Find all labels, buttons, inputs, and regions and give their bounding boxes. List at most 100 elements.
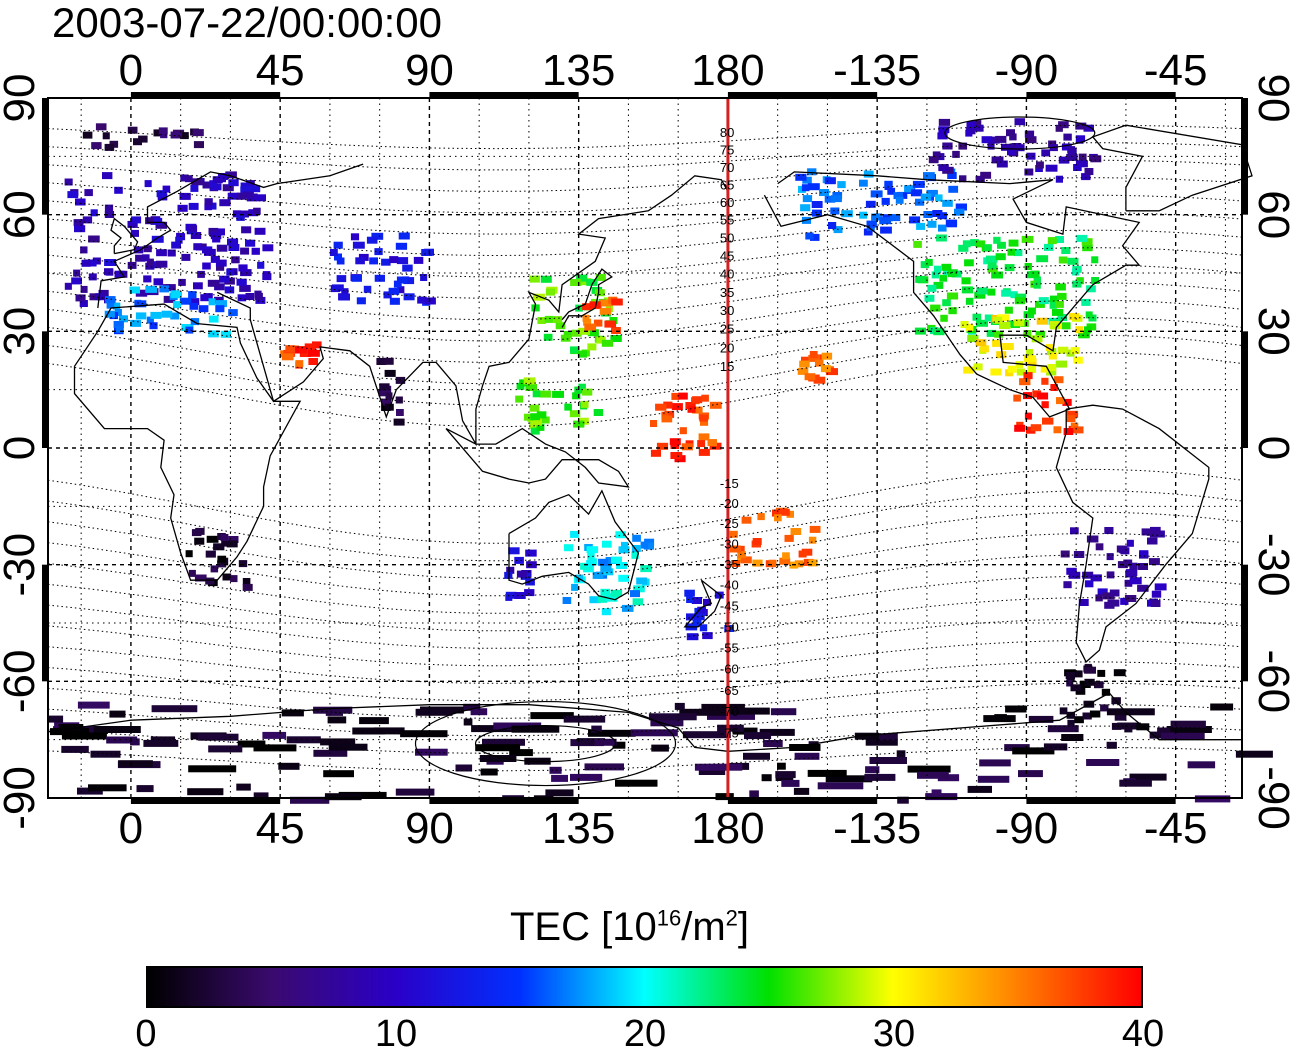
tec-cell <box>240 247 250 255</box>
frame-bar <box>429 92 579 98</box>
tec-cell <box>219 199 231 207</box>
tec-cell <box>749 790 759 798</box>
tec-cell <box>115 325 123 333</box>
tec-cell <box>723 707 770 715</box>
tec-cell <box>135 254 146 262</box>
colorbar-tick: 10 <box>374 1013 418 1055</box>
tec-cell <box>1041 377 1049 385</box>
tec-cell <box>995 253 1006 261</box>
tec-cell <box>1210 703 1234 711</box>
tec-cell <box>130 319 141 327</box>
tec-cell <box>514 592 526 599</box>
tec-cell <box>1050 295 1059 303</box>
tec-cell <box>379 383 390 391</box>
mlat-contour <box>47 124 1243 150</box>
tec-cell <box>127 261 137 269</box>
tec-cell <box>142 254 150 262</box>
tec-cell <box>995 135 1007 143</box>
tec-cell <box>109 710 126 718</box>
tec-cell <box>102 132 110 140</box>
tec-cell <box>808 536 817 544</box>
tec-cell <box>976 287 988 295</box>
south-america-coastline <box>1055 404 1210 663</box>
tec-cell <box>650 449 661 457</box>
tec-cell <box>687 405 696 413</box>
tec-cell <box>1137 584 1149 592</box>
tec-cell <box>383 291 392 299</box>
tec-cell <box>238 264 248 272</box>
tec-cell <box>1060 550 1070 558</box>
tec-cell <box>88 235 100 243</box>
tec-cell <box>599 299 612 307</box>
tec-cell <box>1070 527 1079 535</box>
tec-cell <box>1055 283 1066 291</box>
colorbar-tick: 0 <box>135 1013 157 1055</box>
tec-cell <box>530 418 542 426</box>
tec-cell <box>920 261 930 269</box>
tec-cell <box>1050 322 1060 330</box>
tec-cell <box>936 234 947 242</box>
tec-cell <box>618 546 630 554</box>
tec-cell <box>1036 317 1048 325</box>
tec-cell <box>893 192 903 200</box>
left-lat-label: -90 <box>0 766 44 830</box>
asia-coastline <box>216 175 729 447</box>
tec-cell <box>1075 160 1088 168</box>
tec-cell <box>204 198 213 206</box>
tec-cell <box>1045 164 1058 172</box>
tec-cell <box>114 270 125 278</box>
tec-cell <box>77 701 110 709</box>
tec-cell <box>1066 410 1079 418</box>
tec-cell <box>243 191 254 199</box>
tec-cell <box>389 256 399 264</box>
tec-cell <box>741 516 752 524</box>
tec-cell <box>916 222 925 230</box>
tec-cell <box>549 766 562 774</box>
tec-cell <box>992 316 1003 324</box>
tec-cell <box>64 282 72 290</box>
bottom-lon-label: -135 <box>833 804 921 853</box>
tec-cell <box>104 211 115 218</box>
tec-cell <box>593 319 603 327</box>
tec-cell <box>536 423 545 431</box>
tec-cell <box>709 401 722 409</box>
tec-cell <box>262 273 272 281</box>
tec-cell <box>933 281 944 289</box>
bottom-lon-label: 180 <box>691 804 764 853</box>
tec-cell <box>913 240 922 248</box>
antarctica-coastline <box>47 692 1242 752</box>
tec-cell <box>1004 264 1015 272</box>
tec-cell <box>278 762 300 770</box>
tec-cell <box>932 151 941 159</box>
tec-cell <box>253 792 269 800</box>
tec-cell <box>1035 300 1045 308</box>
tec-cell <box>927 284 937 292</box>
tec-cell <box>997 314 1009 322</box>
tec-cell <box>821 352 833 360</box>
top-lon-label: 90 <box>405 46 454 95</box>
tec-cell <box>1004 306 1013 314</box>
tec-cell <box>691 597 702 604</box>
tec-cell <box>388 287 400 295</box>
mlat-contour <box>47 142 1243 171</box>
tec-cell <box>228 244 240 251</box>
tec-cell <box>1055 360 1068 368</box>
tec-cell <box>643 542 654 550</box>
tec-cell <box>880 226 892 234</box>
tec-cell <box>530 712 574 720</box>
tec-cell <box>1083 124 1094 132</box>
tec-cell <box>797 367 809 375</box>
tec-cell <box>1120 597 1129 605</box>
tec-cell <box>251 247 260 255</box>
tec-cell <box>1005 705 1027 713</box>
tec-cell <box>237 740 266 748</box>
tec-cell <box>95 293 105 301</box>
tec-cell <box>112 302 121 310</box>
tec-cell <box>114 309 122 316</box>
tec-cell <box>809 525 821 533</box>
tec-cell <box>907 765 951 773</box>
colorbar-label-close: ] <box>737 905 750 949</box>
tec-cell <box>179 297 192 305</box>
tec-cell <box>251 185 261 193</box>
tec-cell <box>1019 378 1031 386</box>
